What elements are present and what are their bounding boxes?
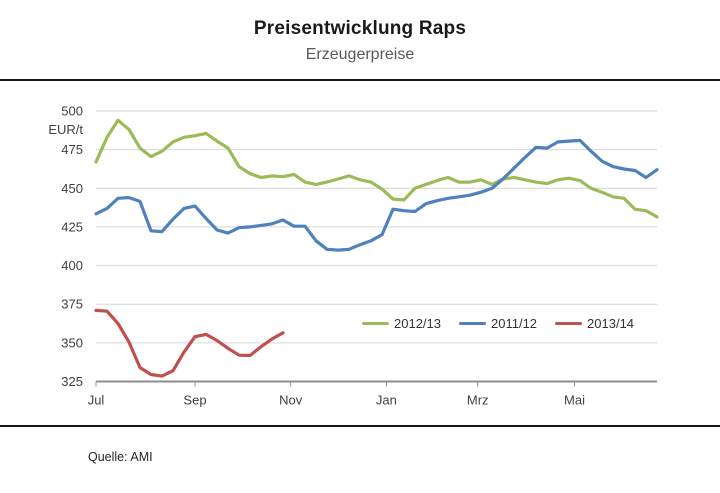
legend-label: 2013/14 [587, 316, 635, 331]
y-gridlines [96, 110, 657, 344]
bottom-separator-line [0, 425, 720, 427]
series-line-2013-14 [94, 308, 285, 378]
x-tick-label-Nov: Nov [279, 393, 303, 408]
x-tick-label-Sep: Sep [183, 393, 206, 408]
y-axis-labels: 325 350 375 400 425 450 475 500 EUR/t [48, 104, 83, 390]
y-tick-label-475: 475 [61, 142, 83, 157]
chart-legend: 2012/13 2011/12 2013/14 [362, 316, 634, 331]
series-lines [94, 118, 659, 378]
legend-item-2013-14: 2013/14 [555, 316, 634, 331]
x-tick-label-Jul: Jul [88, 393, 105, 408]
series-line-2012-13 [94, 118, 659, 219]
x-tick-label-Mrz: Mrz [467, 393, 489, 408]
chart-header: Preisentwicklung Raps Erzeugerpreise [0, 0, 720, 64]
series-line-2011-12 [94, 138, 659, 252]
y-tick-label-425: 425 [61, 219, 83, 234]
legend-swatch-icon [362, 321, 389, 326]
legend-label: 2011/12 [491, 316, 538, 331]
page-subtitle: Erzeugerpreise [305, 46, 415, 63]
x-tick-label-Jan: Jan [376, 393, 397, 408]
legend-swatch-icon [459, 321, 486, 326]
legend-item-2011-12: 2011/12 [459, 316, 537, 331]
y-tick-label-375: 375 [61, 297, 83, 312]
legend-item-2012-13: 2012/13 [362, 316, 441, 331]
y-tick-label-400: 400 [61, 258, 83, 273]
y-tick-label-500: 500 [61, 104, 83, 119]
y-tick-label-450: 450 [61, 181, 83, 196]
x-axis: Jul Sep Nov Jan Mrz Mai [88, 380, 657, 408]
y-tick-label-350: 350 [61, 335, 83, 350]
top-separator-line [0, 79, 720, 81]
y-axis-unit-label: EUR/t [48, 122, 83, 137]
page-title: Preisentwicklung Raps [253, 18, 467, 39]
y-tick-label-325: 325 [61, 374, 83, 389]
legend-swatch-icon [555, 321, 583, 326]
source-caption: Quelle: AMI [88, 450, 153, 464]
x-tick-label-Mai: Mai [564, 393, 585, 408]
legend-label: 2012/13 [394, 316, 441, 331]
